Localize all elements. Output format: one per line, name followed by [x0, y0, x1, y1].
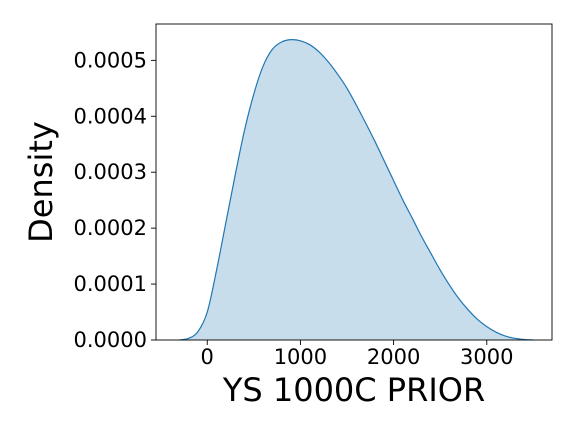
y-tick-label: 0.0001 — [74, 272, 147, 296]
y-tick-label: 0.0003 — [74, 160, 147, 184]
x-axis-label: YS 1000C PRIOR — [222, 371, 485, 409]
y-tick-label: 0.0005 — [74, 48, 147, 72]
y-axis-label: Density — [22, 121, 60, 243]
x-tick-label: 2000 — [367, 345, 420, 369]
x-tick-label: 3000 — [460, 345, 513, 369]
density-curve-line — [179, 39, 534, 341]
x-tick-label: 0 — [201, 345, 214, 369]
density-area-fill — [179, 39, 534, 340]
y-tick-label: 0.0000 — [74, 328, 147, 352]
plot-frame — [155, 23, 553, 341]
x-tick-label: 1000 — [274, 345, 327, 369]
y-tick-label: 0.0004 — [74, 104, 147, 128]
y-tick-label: 0.0002 — [74, 216, 147, 240]
